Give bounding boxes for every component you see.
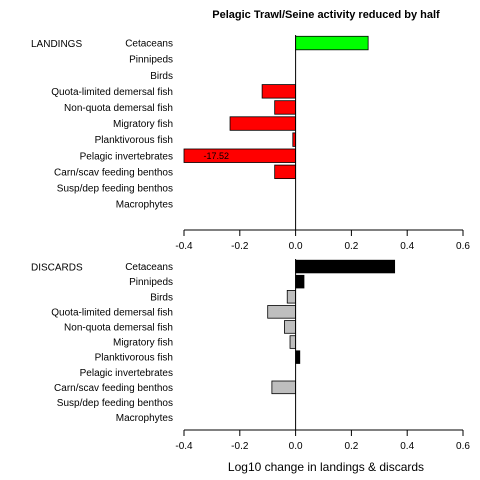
category-label: Carn/scav feeding benthos: [54, 167, 173, 178]
x-tick-label: 0.0: [289, 441, 303, 452]
category-label: Susp/dep feeding benthos: [57, 398, 173, 409]
panel-landings: LANDINGS Cetaceans Pinnipeds Birds Quota-lim…: [31, 35, 470, 252]
x-tick-label: 0.6: [456, 241, 470, 252]
x-axis-label: Log10 change in landings & discards: [228, 460, 424, 474]
category-label: Pelagic invertebrates: [80, 151, 173, 162]
x-tick-label: 0.4: [400, 441, 414, 452]
x-tick-label: -0.4: [175, 441, 193, 452]
category-label: Non-quota demersal fish: [64, 103, 173, 114]
category-label: Pelagic invertebrates: [80, 368, 173, 379]
category-label: Pinnipeds: [129, 277, 173, 288]
category-label: Susp/dep feeding benthos: [57, 183, 173, 194]
bar-quota-limited-demersal-fish: [261, 84, 296, 99]
x-tick-label: -0.2: [231, 441, 249, 452]
bar-non-quota-demersal-fish: [284, 320, 297, 334]
category-label: Carn/scav feeding benthos: [54, 383, 173, 394]
bar-carn-scav-feeding-benthos: [271, 380, 297, 395]
x-tick-label: 0.0: [289, 241, 303, 252]
category-label: Macrophytes: [116, 413, 173, 424]
category-label: Birds: [150, 71, 173, 82]
panel-label: DISCARDS: [31, 263, 83, 274]
x-tick-label: 0.6: [456, 441, 470, 452]
bar-pinnipeds: [295, 274, 305, 289]
category-label: Quota-limited demersal fish: [51, 87, 173, 98]
x-tick-label: 0.2: [344, 441, 358, 452]
category-label: Pinnipeds: [129, 55, 173, 66]
bar-non-quota-demersal-fish: [274, 100, 296, 115]
bar-migratory-fish: [229, 116, 297, 131]
bar-quota-limited-demersal-fish: [267, 305, 297, 319]
bar-planktivorous-fish: [295, 350, 301, 364]
bar-cetaceans: [295, 259, 396, 274]
category-label: Planktivorous fish: [95, 135, 173, 146]
panel-discards: DISCARDS Cetaceans Pinnipeds Birds Quota-lim…: [31, 259, 470, 452]
bar-cetaceans: [295, 35, 369, 51]
bar-birds: [286, 290, 297, 304]
x-tick-label: 0.2: [344, 241, 358, 252]
category-label: Cetaceans: [125, 262, 173, 273]
category-label: Non-quota demersal fish: [64, 322, 173, 333]
category-label: Quota-limited demersal fish: [51, 307, 173, 318]
category-label: Macrophytes: [116, 200, 173, 211]
chart-title: Pelagic Trawl/Seine activity reduced by …: [212, 9, 440, 21]
bar-migratory-fish: [289, 335, 296, 349]
bar-pelagic-invertebrates: [183, 148, 296, 163]
category-label: Birds: [150, 292, 173, 303]
x-tick-label: 0.4: [400, 241, 414, 252]
category-label: Planktivorous fish: [95, 353, 173, 364]
x-tick-label: -0.2: [231, 241, 249, 252]
category-label: Cetaceans: [125, 39, 173, 50]
category-label: Migratory fish: [113, 338, 173, 349]
category-label: Migratory fish: [113, 119, 173, 130]
x-tick-label: -0.4: [175, 241, 193, 252]
panel-label: LANDINGS: [31, 39, 82, 50]
bar-carn-scav-feeding-benthos: [274, 164, 296, 180]
bar-annotation: -17.52: [204, 151, 230, 161]
